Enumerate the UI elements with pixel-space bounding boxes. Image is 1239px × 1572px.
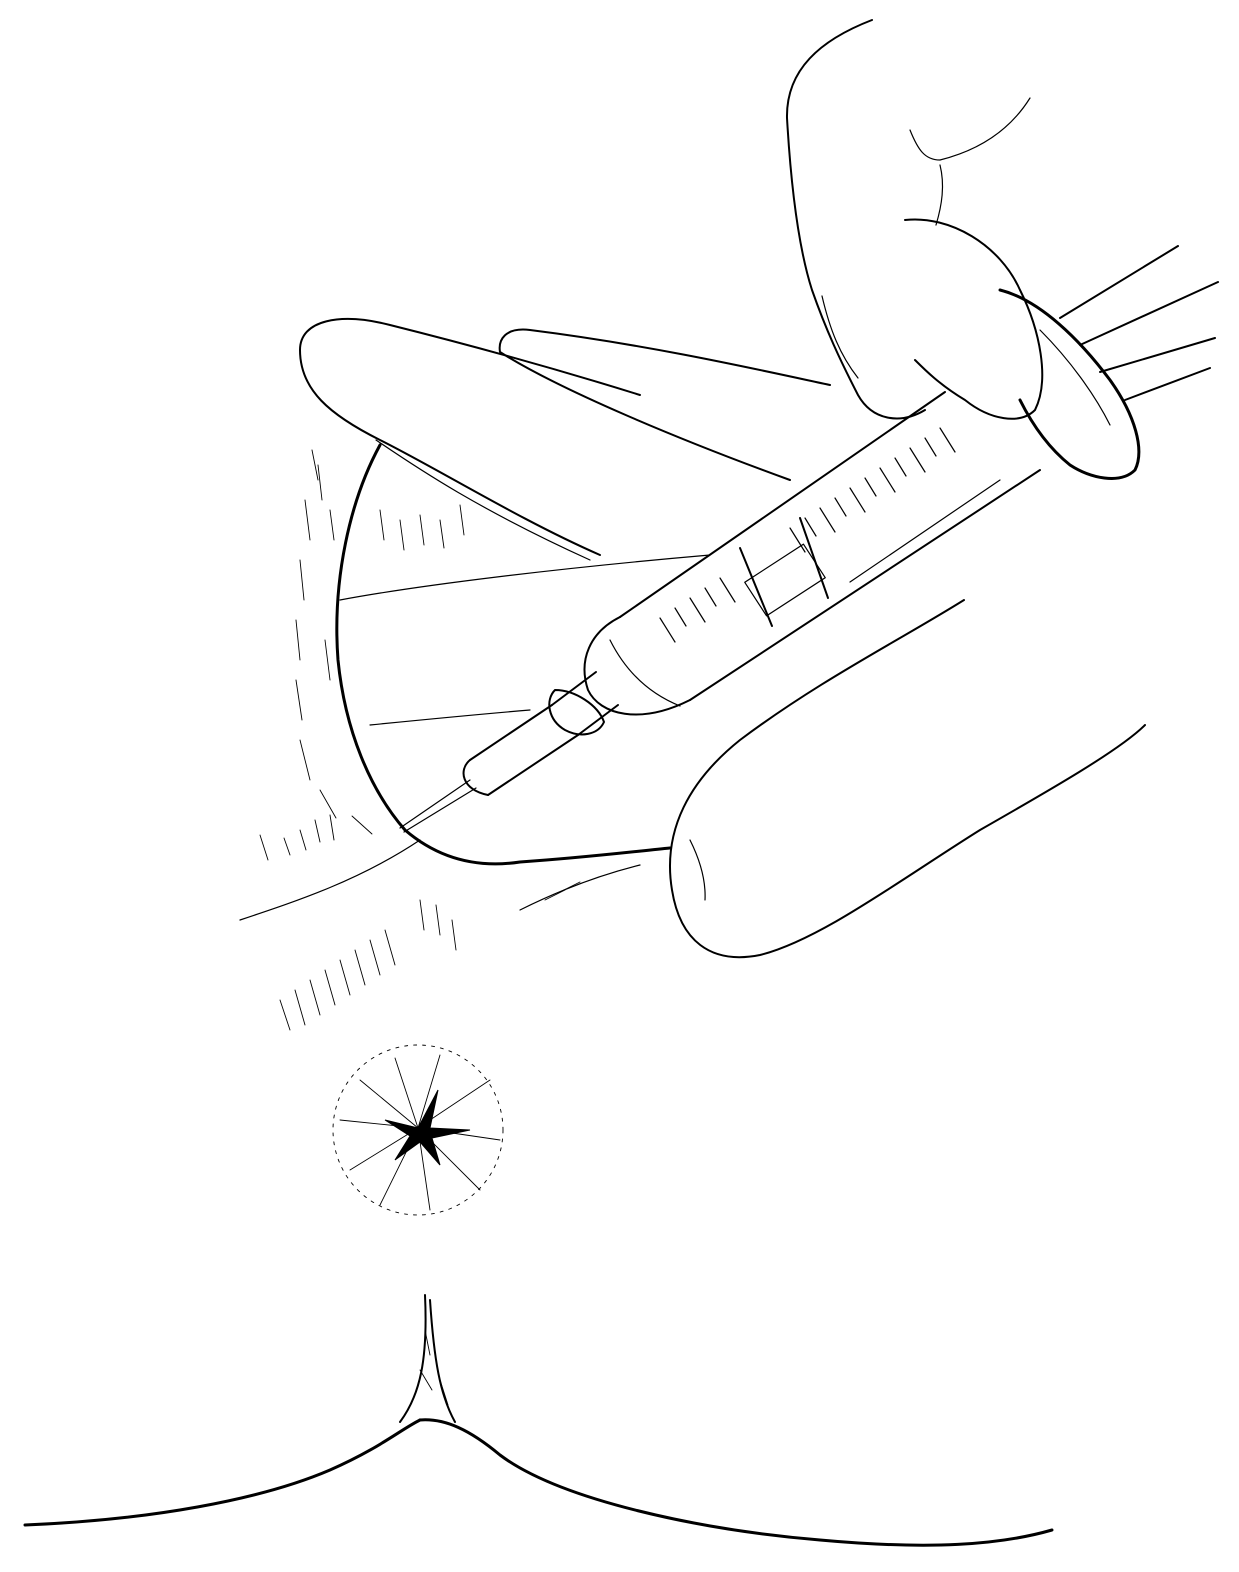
lower-body-outline: [23, 1294, 1054, 1547]
thumb-outline: [785, 19, 926, 420]
flange-inner: [1039, 329, 1111, 426]
plunger-rod-bottom: [1099, 337, 1216, 373]
stopper-label-box: [744, 543, 826, 617]
lower-finger-knuckle: [689, 839, 706, 901]
hub-end: [462, 759, 489, 796]
finger-tip-outline: [904, 218, 1044, 420]
palm-crease-mid: [369, 709, 531, 726]
skin-hatching: [259, 814, 581, 1031]
navel-star: [384, 1089, 471, 1166]
skin-line: [239, 839, 421, 921]
finger-crease-1: [375, 439, 591, 561]
needle-assembly: [399, 671, 619, 833]
plunger-rod-low: [1124, 367, 1211, 401]
navel: [332, 1044, 504, 1216]
stopper-band-right: [799, 517, 829, 599]
plunger-rod-mid: [1079, 281, 1219, 346]
lower-hand: [295, 443, 1146, 959]
needle-shaft: [399, 779, 471, 829]
lower-finger-outline: [668, 599, 1146, 959]
finger-side: [821, 295, 859, 379]
barrel-front-rim-inner: [609, 639, 681, 707]
syringe-barrel: [583, 391, 1041, 716]
barrel-bottom-edge: [689, 469, 1041, 701]
stopper-band-left: [739, 547, 773, 627]
hub-collar: [548, 689, 605, 736]
flange-outline: [998, 288, 1141, 480]
hub-body-top: [469, 704, 553, 761]
palm-shading: [295, 449, 465, 835]
index-finger-outline: [498, 328, 831, 481]
thumb-nail-crease: [909, 97, 1031, 161]
groin-right: [418, 1418, 1054, 1547]
midline-left: [399, 1294, 427, 1423]
barrel-inner-line: [849, 479, 1001, 583]
plunger-rod-top: [1059, 245, 1179, 319]
hub-tip-top: [551, 671, 597, 706]
skin-surface: [239, 814, 641, 1031]
navel-ring: [332, 1044, 504, 1216]
barrel-front-rim: [583, 616, 691, 716]
groin-left: [23, 1418, 422, 1527]
palm-outline: [335, 443, 672, 866]
plunger: [998, 245, 1219, 480]
navel-rays: [339, 1054, 501, 1211]
skin-line-right: [519, 864, 641, 911]
needle-shaft-2: [403, 787, 477, 833]
hub-tip-bottom: [577, 704, 619, 736]
hub-body-bottom: [487, 734, 579, 796]
graduation-ticks: [659, 427, 956, 643]
upper-hand: [299, 19, 1044, 561]
thumb-knuckle: [935, 164, 944, 226]
palm-crease-top: [339, 554, 711, 601]
midline-hatching: [419, 1329, 449, 1406]
midline-right: [429, 1299, 456, 1423]
barrel-top-edge: [619, 391, 946, 618]
long-finger-outline: [299, 318, 641, 556]
